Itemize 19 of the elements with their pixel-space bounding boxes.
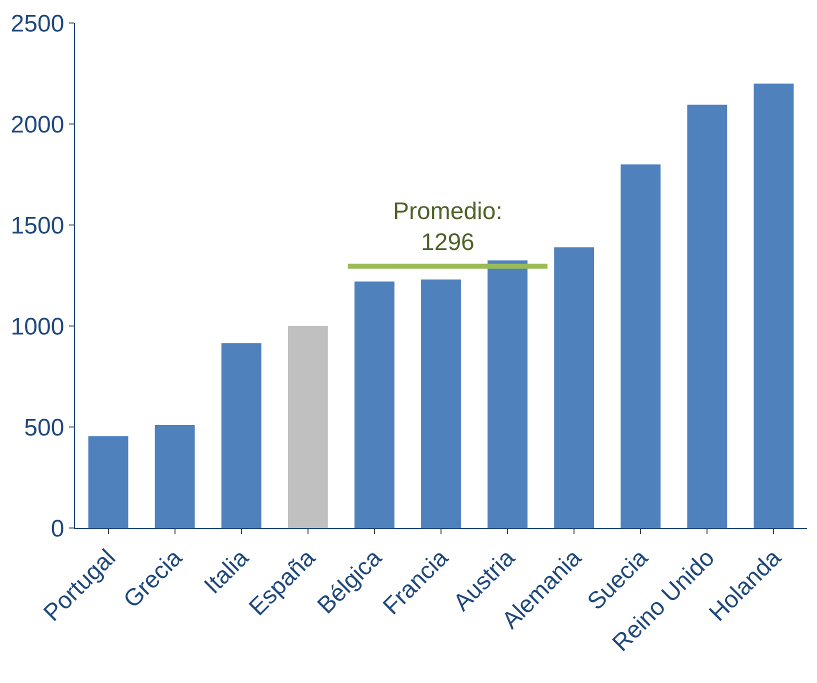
bar xyxy=(554,247,594,528)
bar xyxy=(421,280,461,528)
y-tick-label: 0 xyxy=(50,515,64,542)
x-tick-label: Italia xyxy=(199,544,255,600)
bar xyxy=(620,164,661,528)
y-tick-label: 2500 xyxy=(10,10,64,38)
bar xyxy=(488,260,528,528)
y-tick-label: 500 xyxy=(24,414,64,442)
y-tick-label: 1000 xyxy=(10,313,64,340)
ref-line-label: Promedio: 1296 xyxy=(393,198,502,256)
bar xyxy=(221,343,262,528)
bar xyxy=(754,84,794,528)
bar xyxy=(88,436,128,528)
y-tick-label: 1500 xyxy=(10,212,64,240)
bar xyxy=(687,104,728,528)
y-tick-label: 2000 xyxy=(10,111,64,138)
bar xyxy=(154,424,195,528)
bar xyxy=(354,282,394,528)
bar xyxy=(288,326,328,528)
